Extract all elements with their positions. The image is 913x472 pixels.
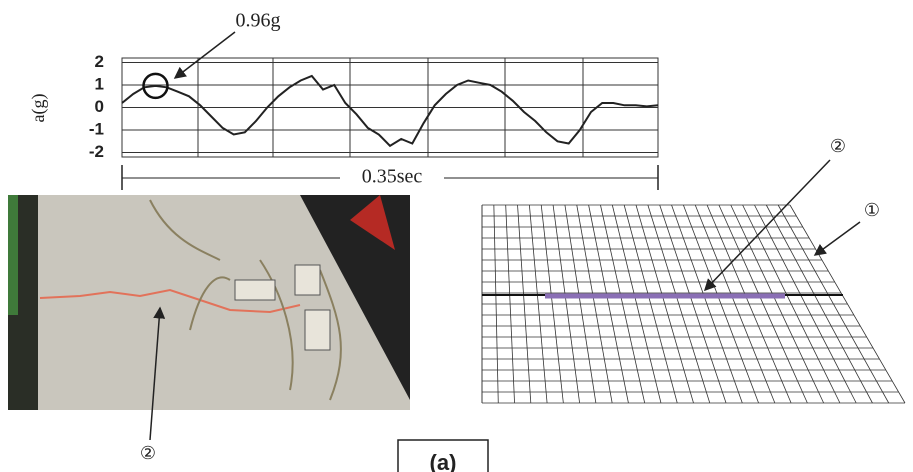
y-tick-label: -1 [89, 119, 104, 138]
y-tick-label: 0 [95, 97, 104, 116]
y-tick-label: 2 [95, 52, 104, 71]
data-line [122, 76, 658, 146]
chart: -2 -1 0 1 2 [89, 52, 658, 161]
figure: ② ② ① (a) -2 -1 0 1 2 a(g) 0.96g 0.35sec [0, 0, 913, 472]
y-axis-label: a(g) [28, 94, 49, 123]
photo-marker: ② [140, 443, 156, 463]
arrow [815, 222, 860, 255]
annotation: 0.35sec [362, 166, 423, 188]
arrow [705, 160, 830, 290]
mesh-marker: ② [830, 136, 846, 156]
y-tick-label: 1 [95, 74, 104, 93]
mesh-marker: ① [864, 200, 880, 220]
arrow [175, 32, 235, 78]
panel-label: (a) [430, 450, 457, 472]
photo [8, 195, 410, 410]
annotation: 0.96g [236, 10, 281, 32]
y-tick-label: -2 [89, 142, 104, 161]
